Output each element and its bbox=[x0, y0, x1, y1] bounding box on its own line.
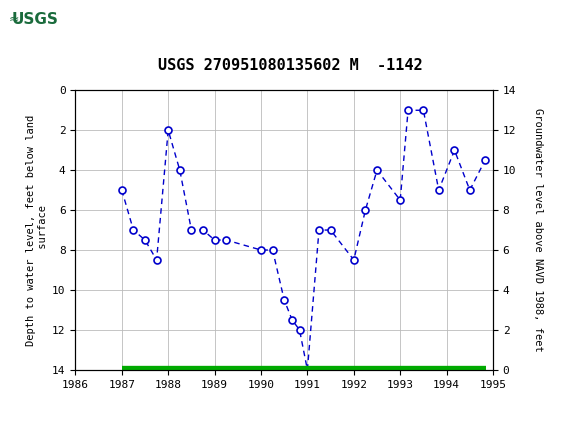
Text: USGS 270951080135602 M  -1142: USGS 270951080135602 M -1142 bbox=[158, 58, 422, 73]
Legend: Period of approved data: Period of approved data bbox=[176, 427, 393, 430]
Text: USGS: USGS bbox=[12, 12, 58, 27]
Y-axis label: Groundwater level above NAVD 1988, feet: Groundwater level above NAVD 1988, feet bbox=[533, 108, 543, 352]
Y-axis label: Depth to water level, feet below land
 surface: Depth to water level, feet below land su… bbox=[27, 114, 48, 346]
Text: ≈: ≈ bbox=[9, 13, 19, 26]
FancyBboxPatch shape bbox=[6, 3, 64, 36]
